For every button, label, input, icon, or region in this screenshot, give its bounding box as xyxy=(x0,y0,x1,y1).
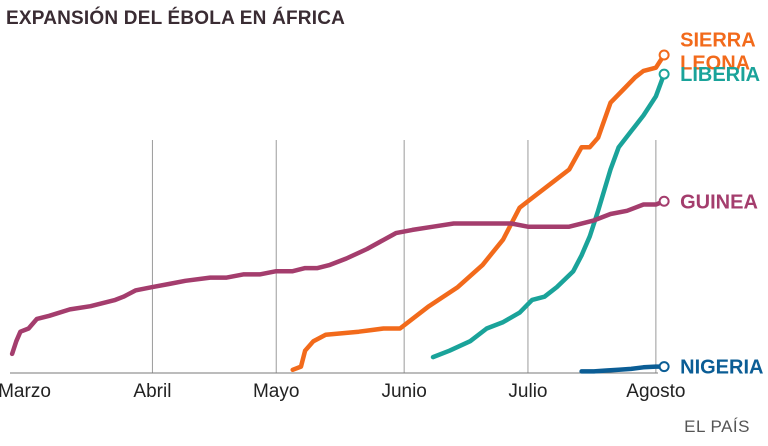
tick-label-abril: Abril xyxy=(133,381,171,402)
series-endpoint-sierra-leona xyxy=(658,49,670,61)
series-endpoint-nigeria xyxy=(658,361,670,373)
tick-label-agosto: Agosto xyxy=(626,381,685,402)
tick-label-junio: Junio xyxy=(381,381,426,402)
tick-label-marzo: Marzo xyxy=(0,381,51,402)
series-label-liberia: LIBERIA xyxy=(680,64,760,86)
series-endpoint-guinea xyxy=(658,195,670,207)
tick-label-julio: Julio xyxy=(508,381,547,402)
series-label-nigeria: NIGERIA xyxy=(680,357,763,379)
chart-title: EXPANSIÓN DEL ÉBOLA EN ÁFRICA xyxy=(6,8,346,29)
series-line-nigeria xyxy=(579,364,667,374)
series-label-sierra-leona: SIERRA LEONA xyxy=(680,30,756,75)
series-lines xyxy=(9,49,670,374)
month-gridlines xyxy=(151,140,657,373)
x-axis-tick-labels: Marzo Abril Mayo Junio Julio Agosto xyxy=(0,381,685,402)
series-line-liberia xyxy=(430,71,667,360)
series-line-sierra-leona xyxy=(290,52,667,373)
tick-label-mayo: Mayo xyxy=(253,381,299,402)
series-label-guinea: GUINEA xyxy=(680,191,758,213)
series-endpoint-liberia xyxy=(658,68,670,80)
source-credit: EL PAÍS xyxy=(684,417,750,436)
series-line-guinea xyxy=(9,199,667,357)
